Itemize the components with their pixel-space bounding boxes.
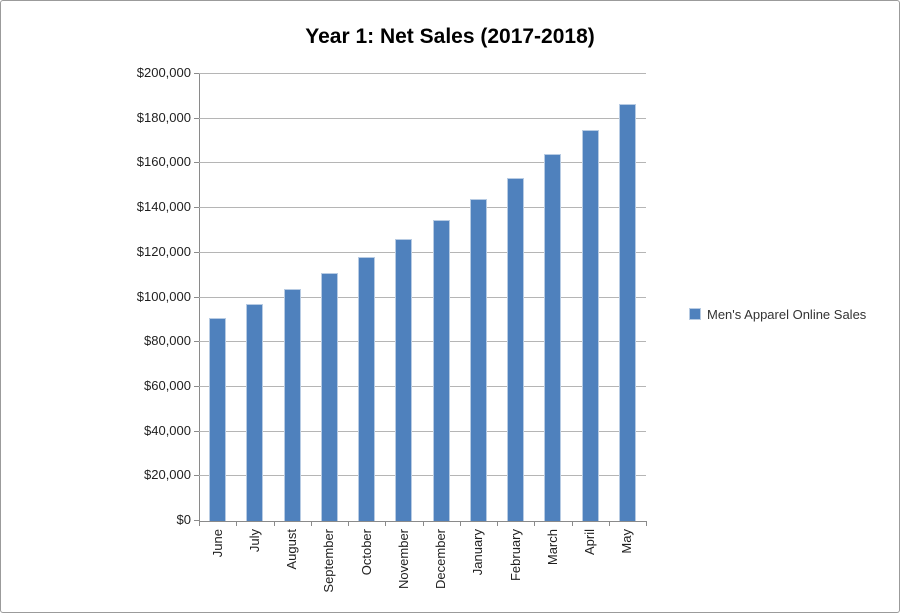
bar-june [209, 317, 227, 521]
legend-marker-icon [689, 308, 701, 320]
y-axis-line [199, 74, 200, 522]
bar-october [358, 257, 376, 521]
y-tick-label: $120,000 [136, 243, 191, 259]
y-tick-label: $0 [176, 512, 191, 527]
x-tick-mark [571, 521, 573, 526]
y-tick-label: $100,000 [136, 288, 191, 304]
plot-area [199, 73, 646, 521]
x-tick-label: July [246, 529, 262, 553]
x-tick-label: February [507, 529, 523, 582]
y-tick-mark [194, 117, 199, 119]
bar-may [618, 104, 636, 521]
x-tick-label: March [544, 529, 560, 566]
bar-february [507, 177, 525, 521]
y-tick-mark [194, 296, 199, 298]
x-tick-mark [646, 521, 647, 526]
x-tick-mark [273, 521, 275, 526]
legend-series-label: Men's Apparel Online Sales [707, 306, 867, 322]
y-tick-label: $200,000 [136, 65, 191, 80]
gridline [199, 162, 646, 164]
x-tick-mark [236, 521, 238, 526]
x-tick-label: December [433, 529, 449, 589]
bar-march [544, 154, 562, 521]
x-tick-label: April [582, 529, 598, 556]
bar-july [246, 304, 264, 521]
x-tick-label: November [395, 529, 411, 589]
gridline [199, 385, 646, 387]
legend: Men's Apparel Online Sales [689, 305, 866, 323]
chart-title: Year 1: Net Sales (2017-2018) [305, 25, 595, 48]
y-tick-label: $80,000 [144, 333, 191, 349]
bar-august [283, 288, 301, 521]
x-tick-label: May [619, 529, 635, 554]
y-tick-mark [194, 251, 199, 253]
y-tick-mark [194, 341, 199, 343]
x-tick-mark [534, 521, 536, 526]
y-tick-label: $160,000 [136, 154, 191, 170]
bar-november [395, 239, 413, 521]
x-tick-mark [385, 521, 387, 526]
y-tick-label: $60,000 [144, 377, 191, 393]
bar-september [320, 272, 338, 521]
gridline [199, 207, 646, 209]
x-tick-label: August [284, 529, 300, 570]
x-tick-mark [310, 521, 312, 526]
y-tick-mark [194, 162, 199, 164]
gridline [199, 73, 646, 74]
bar-april [581, 129, 599, 521]
x-tick-label: October [358, 529, 374, 576]
gridline [199, 341, 646, 343]
y-tick-label: $140,000 [136, 199, 191, 215]
y-tick-label: $180,000 [136, 109, 191, 125]
y-tick-mark [194, 385, 199, 387]
x-tick-label: January [470, 529, 486, 576]
x-tick-mark [608, 521, 610, 526]
y-tick-mark [194, 207, 199, 209]
y-tick-mark [194, 430, 199, 432]
gridline [199, 430, 646, 432]
y-tick-mark [194, 475, 199, 477]
x-tick-label: June [209, 529, 225, 558]
gridline [199, 475, 646, 477]
y-tick-mark [194, 520, 199, 521]
gridline [199, 251, 646, 253]
gridline [199, 296, 646, 298]
y-tick-label: $40,000 [144, 422, 191, 438]
bar-january [469, 199, 487, 521]
x-tick-mark [422, 521, 424, 526]
y-tick-label: $20,000 [144, 467, 191, 483]
x-tick-mark [199, 521, 200, 526]
x-tick-mark [497, 521, 498, 526]
x-tick-mark [459, 521, 461, 526]
y-tick-mark [194, 73, 199, 74]
x-tick-mark [348, 521, 349, 526]
gridline [199, 117, 646, 119]
x-tick-label: September [321, 529, 337, 593]
bar-december [432, 220, 450, 521]
